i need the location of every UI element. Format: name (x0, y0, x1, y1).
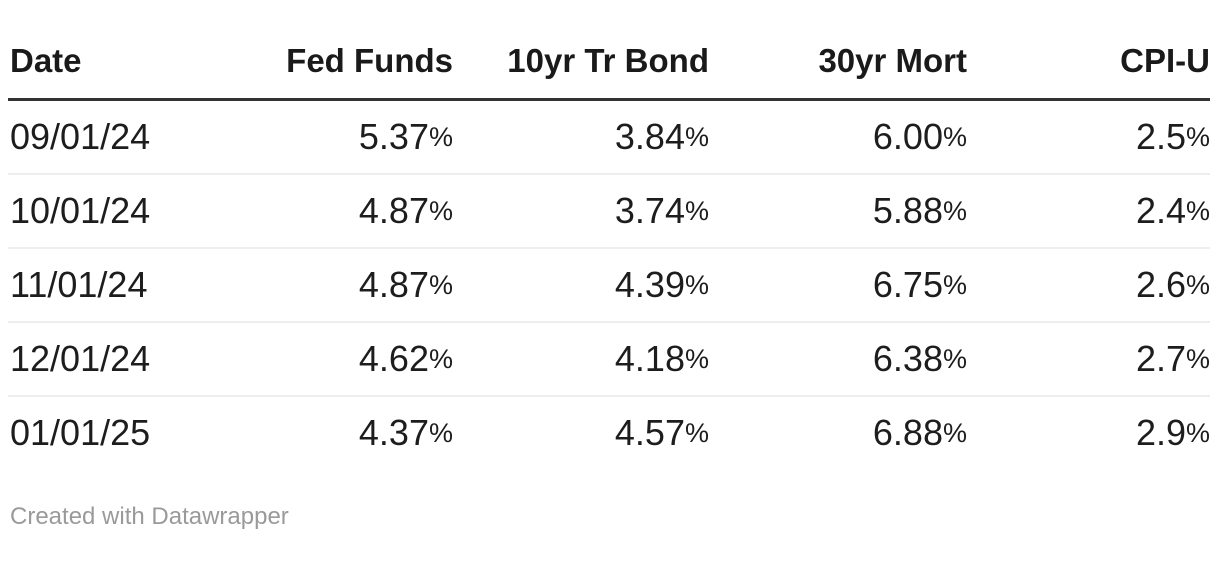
30yr-mort-cell: 6.38% (709, 322, 967, 397)
30yr-mort-cell: 5.88% (709, 174, 967, 249)
table-row: 10/01/24 4.87% 3.74% 5.88% 2.4% (8, 174, 1210, 249)
table-row: 09/01/24 5.37% 3.84% 6.00% 2.5% (8, 99, 1210, 175)
percent-unit: % (942, 122, 967, 152)
table-body: 09/01/24 5.37% 3.84% 6.00% 2.5% 10/01/24 4.87%… (8, 99, 1210, 470)
fed-funds-cell: 4.87% (228, 174, 453, 249)
10yr-tr-bond-cell: 4.39% (453, 248, 709, 323)
fed-funds-cell: 4.37% (358, 412, 453, 453)
date-cell: 09/01/24 (8, 99, 228, 175)
rates-table: Date Fed Funds 10yr Tr Bond 30yr Mort CPI-U … (8, 34, 1210, 469)
percent-unit: % (428, 418, 453, 448)
cpi-u-cell: 2.6% (967, 248, 1210, 323)
column-header-fed-funds: Fed Funds (228, 34, 453, 101)
date-cell: 10/01/24 (8, 174, 228, 249)
percent-unit: % (428, 270, 453, 300)
table-header-row: Date Fed Funds 10yr Tr Bond 30yr Mort CPI-U (8, 34, 1210, 101)
percent-unit: % (684, 270, 709, 300)
percent-unit: % (942, 196, 967, 226)
table-row: 11/01/24 4.87% 4.39% 6.75% 2.6% (8, 248, 1210, 323)
percent-unit: % (428, 122, 453, 152)
fed-funds-cell: 4.62% (228, 322, 453, 397)
column-header-30yr-mort: 30yr Mort (709, 34, 967, 101)
cpi-u-cell: 2.9% (1135, 412, 1210, 453)
fed-funds-cell: 5.37% (228, 99, 453, 175)
attribution-footer: Created with Datawrapper (8, 503, 1210, 531)
percent-unit: % (684, 122, 709, 152)
percent-unit: % (684, 344, 709, 374)
percent-unit: % (1185, 418, 1210, 448)
column-header-10yr-tr-bond: 10yr Tr Bond (453, 34, 709, 101)
fed-funds-cell: 4.87% (228, 248, 453, 323)
date-cell: 11/01/24 (8, 248, 228, 323)
date-cell: 12/01/24 (8, 322, 228, 397)
table-row: 01/01/25 4.37% 4.57% 6.88% 2.9% (8, 396, 1210, 469)
percent-unit: % (428, 344, 453, 374)
percent-unit: % (428, 196, 453, 226)
10yr-tr-bond-cell: 4.57% (614, 412, 709, 453)
table-header: Date Fed Funds 10yr Tr Bond 30yr Mort CPI-U (8, 34, 1210, 101)
percent-unit: % (684, 418, 709, 448)
10yr-tr-bond-cell: 3.84% (453, 99, 709, 175)
30yr-mort-cell: 6.88% (872, 412, 967, 453)
datawrapper-attribution-link[interactable]: Created with Datawrapper (10, 503, 289, 530)
date-cell: 01/01/25 (10, 412, 151, 453)
percent-unit: % (1185, 344, 1210, 374)
percent-unit: % (1185, 196, 1210, 226)
percent-unit: % (942, 344, 967, 374)
cpi-u-cell: 2.5% (967, 99, 1210, 175)
datawrapper-table-chart: Date Fed Funds 10yr Tr Bond 30yr Mort CPI-U … (0, 34, 1220, 531)
percent-unit: % (1185, 122, 1210, 152)
percent-unit: % (942, 270, 967, 300)
column-header-date: Date (8, 34, 228, 101)
10yr-tr-bond-cell: 3.74% (453, 174, 709, 249)
column-header-cpi-u: CPI-U (967, 34, 1210, 101)
30yr-mort-cell: 6.00% (709, 99, 967, 175)
percent-unit: % (1185, 270, 1210, 300)
cpi-u-cell: 2.7% (967, 322, 1210, 397)
cpi-u-cell: 2.4% (967, 174, 1210, 249)
table-row: 12/01/24 4.62% 4.18% 6.38% 2.7% (8, 322, 1210, 397)
10yr-tr-bond-cell: 4.18% (453, 322, 709, 397)
percent-unit: % (684, 196, 709, 226)
30yr-mort-cell: 6.75% (709, 248, 967, 323)
percent-unit: % (942, 418, 967, 448)
